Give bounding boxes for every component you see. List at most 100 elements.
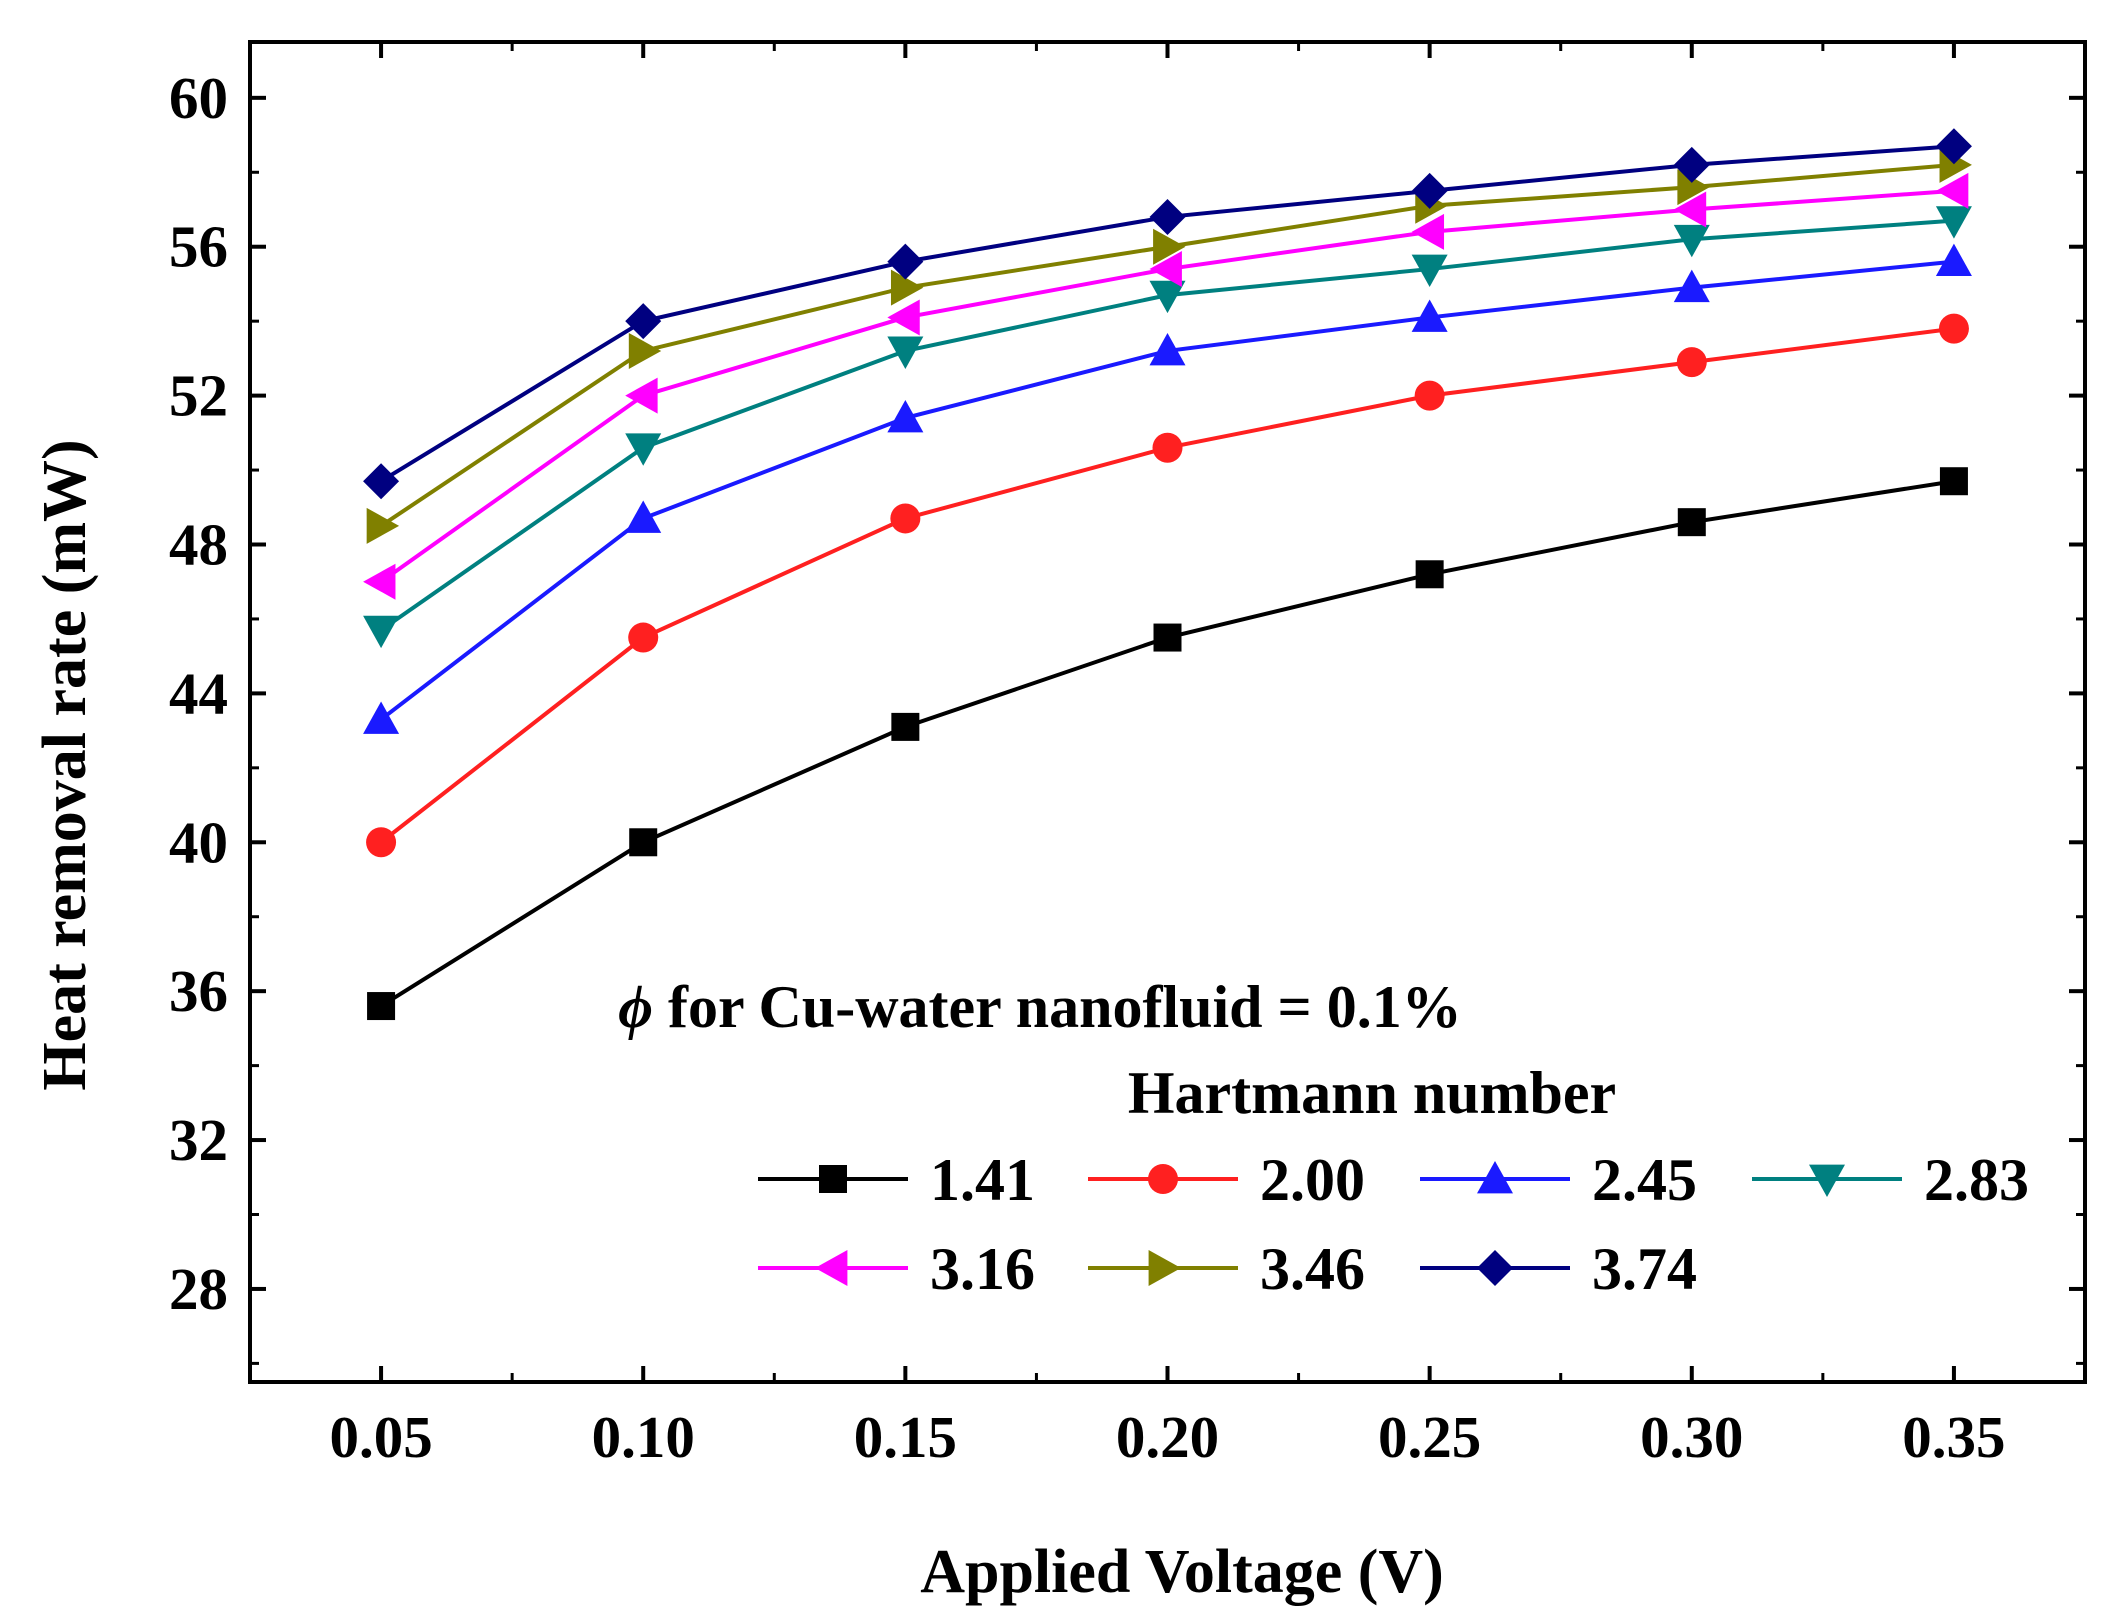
data-point [1414,380,1445,411]
y-tick-label: 60 [169,65,228,131]
series-3-74 [363,128,1972,500]
data-point [1411,254,1448,288]
y-tick-label: 36 [169,958,228,1024]
legend-label: 3.46 [1260,1236,1365,1302]
legend-label: 1.41 [930,1147,1035,1213]
data-point [625,433,662,466]
legend-label: 3.74 [1592,1236,1697,1302]
data-point [1935,172,1969,209]
data-point [629,828,658,857]
y-tick-label: 56 [169,214,228,280]
data-point [366,827,397,858]
legend-item: 2.83 [1752,1147,2029,1213]
data-point [891,712,920,741]
data-point [1935,206,1972,239]
x-tick-label: 0.35 [1902,1404,2005,1470]
data-point [363,701,400,734]
data-point [1149,332,1186,366]
legend-marker [1148,1164,1178,1194]
series-2-00 [366,313,1969,858]
data-point [890,269,924,306]
legend-marker [1477,1161,1513,1194]
data-point [628,622,659,653]
data-point [1673,146,1710,183]
data-point [887,399,924,433]
chart-annotation: ϕ for Cu-water nanofluid = 0.1% [618,974,1461,1040]
phi-symbol: ϕ [618,974,653,1040]
legend-marker [1809,1164,1845,1197]
data-point [625,303,662,340]
series-1-41 [367,467,1968,1021]
legend-label: 2.00 [1260,1147,1365,1213]
x-tick-label: 0.30 [1640,1404,1743,1470]
plot-lines [363,128,1972,1021]
x-tick-label: 0.05 [329,1404,432,1470]
x-tick-label: 0.20 [1116,1404,1219,1470]
data-point [625,500,662,533]
x-tick-label: 0.25 [1378,1404,1481,1470]
y-tick-label: 40 [169,809,228,875]
y-tick-label: 28 [169,1256,228,1322]
y-tick-label: 48 [169,512,228,578]
data-point [1935,128,1972,165]
series-2-45 [363,243,1972,734]
series-3-16 [363,172,1969,600]
data-point [1153,623,1182,652]
data-point [1677,508,1706,537]
data-point [887,299,920,336]
data-point [363,615,400,649]
data-point [1149,198,1186,235]
data-point [1152,432,1183,463]
data-point [1673,269,1710,303]
series-3-46 [366,146,1972,544]
legend-marker [815,1250,848,1286]
x-tick-label: 0.15 [854,1404,957,1470]
data-point [363,463,400,500]
x-tick-label: 0.10 [592,1404,695,1470]
data-point [367,992,396,1021]
legend-item: 2.45 [1420,1147,1697,1213]
legend-item: 3.74 [1420,1236,1697,1302]
data-point [1411,213,1445,250]
legend-item: 2.00 [1088,1147,1365,1213]
axes: 0.05 0.10 0.15 0.20 0.25 0.30 0.35 28 32 36 40 44 48… [169,40,2087,1470]
legend: 1.41 2.00 2.45 2.83 3.16 3.46 3.74 [758,1147,2029,1302]
data-point [1411,172,1448,209]
x-axis-title: Applied Voltage (V) [920,1538,1444,1606]
data-point [1149,251,1182,288]
data-point [363,563,396,600]
data-point [887,336,924,369]
legend-label: 3.16 [930,1236,1035,1302]
data-point [1676,347,1707,378]
data-point [628,332,662,369]
legend-label: 2.45 [1592,1147,1697,1213]
data-point [1153,228,1186,265]
legend-marker [1477,1250,1513,1286]
data-point [887,243,924,280]
y-tick-label: 32 [169,1107,228,1173]
legend-marker [819,1165,847,1193]
y-tick-label: 52 [169,363,228,429]
data-point [1673,191,1707,228]
legend-title: Hartmann number [1128,1060,1616,1126]
legend-item: 3.46 [1088,1236,1365,1302]
y-axis-title: Heat removal rate (mW) [31,439,99,1090]
y-tick-label: 44 [169,660,228,726]
data-point [366,507,400,544]
legend-item: 3.16 [758,1236,1035,1302]
data-point [890,503,921,534]
data-point [625,377,658,414]
data-point [1935,243,1972,277]
data-point [1673,224,1710,258]
data-point [1149,280,1186,314]
data-point [1938,313,1969,344]
annotation-text: for Cu-water nanofluid = 0.1% [653,974,1462,1040]
legend-marker [1148,1250,1181,1286]
legend-item: 1.41 [758,1147,1035,1213]
legend-label: 2.83 [1924,1147,2029,1213]
series-2-83 [363,206,1972,649]
data-point [1677,169,1710,206]
data-point [1939,467,1968,496]
data-point [1415,560,1444,589]
